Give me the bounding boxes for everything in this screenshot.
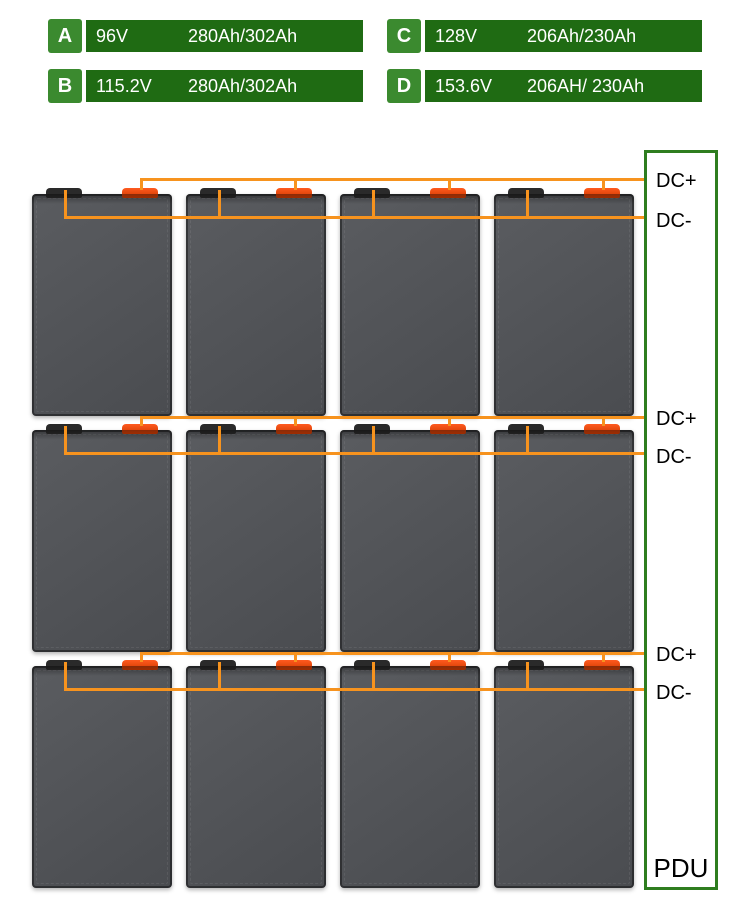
wire — [64, 452, 644, 455]
battery-module — [494, 430, 634, 652]
wire — [294, 652, 297, 662]
wire — [372, 190, 375, 218]
battery-module — [494, 666, 634, 888]
wire — [448, 178, 451, 190]
spec-capacity: 206Ah/230Ah — [527, 26, 636, 47]
wire — [602, 652, 605, 662]
wire — [140, 652, 644, 655]
spec-letter: A — [48, 19, 82, 53]
battery-module — [32, 194, 172, 416]
battery-module — [340, 194, 480, 416]
wire — [294, 178, 297, 190]
wire — [602, 178, 605, 190]
spec-bar: 115.2V 280Ah/302Ah — [86, 70, 363, 102]
wire — [602, 416, 605, 426]
battery-diagram: PDU DC+ DC- DC+ DC- DC+ DC- — [32, 150, 718, 890]
spec-bar: 153.6V 206AH/ 230Ah — [425, 70, 702, 102]
spec-capacity: 206AH/ 230Ah — [527, 76, 644, 97]
spec-bar: 96V 280Ah/302Ah — [86, 20, 363, 52]
spec-bar: 128V 206Ah/230Ah — [425, 20, 702, 52]
spec-item: C 128V 206Ah/230Ah — [387, 18, 702, 54]
wire — [140, 416, 143, 426]
spec-item: B 115.2V 280Ah/302Ah — [48, 68, 363, 104]
battery-module — [186, 666, 326, 888]
wire — [64, 662, 67, 690]
wire — [140, 178, 143, 190]
wire — [294, 416, 297, 426]
battery-row — [32, 666, 634, 888]
battery-module — [494, 194, 634, 416]
battery-module — [186, 194, 326, 416]
battery-module — [186, 430, 326, 652]
pdu-label: PDU — [644, 853, 718, 884]
dc-plus-label: DC+ — [648, 408, 714, 431]
spec-letter: D — [387, 69, 421, 103]
spec-capacity: 280Ah/302Ah — [188, 26, 297, 47]
spec-letter: B — [48, 69, 82, 103]
wire — [140, 178, 644, 181]
dc-minus-label: DC- — [648, 446, 714, 469]
wire — [64, 688, 644, 691]
dc-plus-label: DC+ — [648, 644, 714, 667]
spec-grid: A 96V 280Ah/302Ah C 128V 206Ah/230Ah B 1… — [0, 0, 750, 104]
wire — [526, 190, 529, 218]
battery-row — [32, 194, 634, 416]
wire — [448, 652, 451, 662]
wire — [140, 416, 644, 419]
wire — [526, 662, 529, 690]
spec-letter: C — [387, 19, 421, 53]
wire — [218, 426, 221, 454]
wire — [218, 662, 221, 690]
dc-plus-label: DC+ — [648, 170, 714, 193]
battery-module — [32, 666, 172, 888]
spec-capacity: 280Ah/302Ah — [188, 76, 297, 97]
spec-voltage: 153.6V — [435, 76, 507, 97]
wire — [372, 426, 375, 454]
wire — [526, 426, 529, 454]
wire — [64, 216, 644, 219]
spec-voltage: 115.2V — [96, 76, 168, 97]
wire — [218, 190, 221, 218]
spec-voltage: 128V — [435, 26, 507, 47]
wire — [372, 662, 375, 690]
wire — [140, 652, 143, 662]
spec-item: D 153.6V 206AH/ 230Ah — [387, 68, 702, 104]
pdu-box — [644, 150, 718, 890]
wire — [448, 416, 451, 426]
wire — [64, 190, 67, 218]
battery-module — [340, 430, 480, 652]
battery-module — [340, 666, 480, 888]
battery-module — [32, 430, 172, 652]
spec-item: A 96V 280Ah/302Ah — [48, 18, 363, 54]
battery-row — [32, 430, 634, 652]
dc-minus-label: DC- — [648, 682, 714, 705]
spec-voltage: 96V — [96, 26, 168, 47]
wire — [64, 426, 67, 454]
dc-minus-label: DC- — [648, 210, 714, 233]
